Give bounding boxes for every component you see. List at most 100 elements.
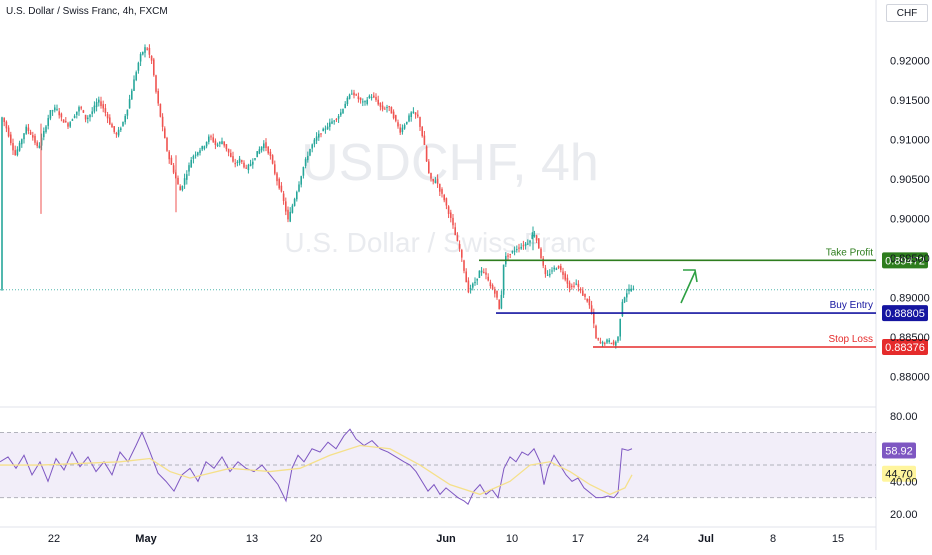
- candle-body: [355, 94, 357, 96]
- watermark-ticker: USDCHF, 4h: [301, 134, 599, 192]
- candle-body: [1, 117, 3, 290]
- candle-body: [62, 119, 65, 123]
- candle-body: [542, 258, 544, 266]
- candle-body: [133, 79, 135, 91]
- candle-body: [469, 288, 472, 290]
- candle-body: [216, 144, 219, 147]
- candle-body: [3, 117, 5, 122]
- candle-body: [159, 103, 162, 117]
- candle-body: [428, 161, 430, 173]
- candle-body: [148, 47, 151, 55]
- candle-body: [93, 105, 96, 112]
- candle-body: [177, 177, 179, 185]
- candle-body: [254, 158, 256, 160]
- candle-body: [478, 270, 481, 278]
- axis-layer: 0.92000 0.91500 0.91000 0.90500 0.90000 0.895…: [48, 55, 930, 545]
- candle-body: [230, 152, 232, 157]
- candle-body: [199, 150, 201, 153]
- candle-body: [111, 124, 113, 128]
- candle-body: [201, 146, 203, 150]
- candle-body: [146, 48, 148, 50]
- candle-body: [203, 146, 206, 149]
- candle-body: [271, 155, 274, 164]
- candle-body: [599, 341, 602, 343]
- candle-body: [71, 119, 74, 121]
- candle-body: [535, 235, 538, 241]
- rsi-value-text: 58.92: [885, 446, 913, 458]
- candle-body: [560, 266, 562, 270]
- candle-body: [533, 234, 536, 237]
- candle-body: [161, 116, 164, 127]
- candle-body: [234, 163, 236, 165]
- candle-body: [461, 249, 463, 258]
- grid-layer: [0, 0, 877, 550]
- candle-body: [49, 110, 52, 119]
- candle-body: [122, 121, 124, 127]
- candle-body: [232, 156, 234, 162]
- candle-body: [27, 127, 30, 132]
- candle-body: [439, 183, 441, 192]
- target-arrow-shaft: [680, 271, 696, 304]
- candle-body: [480, 270, 483, 273]
- candle-body: [615, 341, 617, 346]
- price-layer: [0, 44, 876, 349]
- x-tick-label: Jul: [698, 533, 714, 545]
- candle-body: [21, 139, 23, 145]
- candle-body: [214, 140, 217, 145]
- candle-body: [256, 151, 258, 158]
- candle-body: [412, 111, 415, 114]
- candle-body: [608, 340, 610, 342]
- candle-body: [593, 312, 595, 324]
- candle-body: [557, 265, 560, 269]
- candle-body: [406, 121, 408, 124]
- candle-body: [509, 253, 511, 255]
- candle-body: [335, 118, 338, 120]
- level-price-text: 0.88805: [885, 308, 925, 320]
- level-price-badge: [882, 338, 928, 355]
- symbol-title: U.S. Dollar / Swiss Franc, 4h, FXCM: [6, 6, 168, 17]
- candle-body: [489, 282, 492, 287]
- x-tick-label: May: [135, 533, 157, 545]
- candle-body: [555, 268, 558, 270]
- currency-button[interactable]: CHF: [886, 4, 928, 22]
- candle-body: [131, 90, 133, 100]
- candle-body: [527, 243, 529, 245]
- candle-body: [285, 201, 287, 212]
- candle-body: [247, 164, 250, 171]
- candle-body: [252, 161, 254, 165]
- candle-body: [390, 106, 393, 114]
- candle-body: [551, 270, 553, 272]
- candle-body: [357, 96, 360, 99]
- candle-body: [612, 341, 615, 345]
- candle-body: [100, 101, 102, 107]
- candle-body: [293, 198, 296, 206]
- candle-body: [76, 111, 78, 115]
- rsi-y-tick-label: 80.00: [890, 411, 918, 423]
- rsi-ma-badge: [882, 465, 916, 482]
- rsi-value-badge: [882, 442, 916, 459]
- candle-body: [463, 260, 465, 271]
- candle-body: [346, 97, 349, 105]
- level-price-badge: [882, 305, 928, 322]
- candle-body: [500, 294, 503, 309]
- candle-body: [238, 158, 241, 163]
- candle-body: [348, 94, 351, 99]
- candle-body: [223, 141, 225, 146]
- candle-body: [441, 189, 443, 194]
- candle-body: [483, 271, 485, 273]
- x-tick-label: 13: [246, 533, 258, 545]
- level-price-text: 0.88376: [885, 342, 925, 354]
- candle-body: [164, 128, 166, 139]
- candle-body: [322, 128, 324, 132]
- candle-body: [436, 178, 439, 184]
- candle-body: [260, 146, 263, 151]
- candle-body: [34, 135, 36, 143]
- candle-body: [179, 186, 181, 191]
- candle-body: [443, 194, 445, 201]
- candle-body: [225, 144, 228, 150]
- candle-body: [296, 191, 298, 200]
- candle-body: [142, 51, 144, 55]
- candle-body: [344, 103, 346, 109]
- candle-body: [153, 59, 155, 76]
